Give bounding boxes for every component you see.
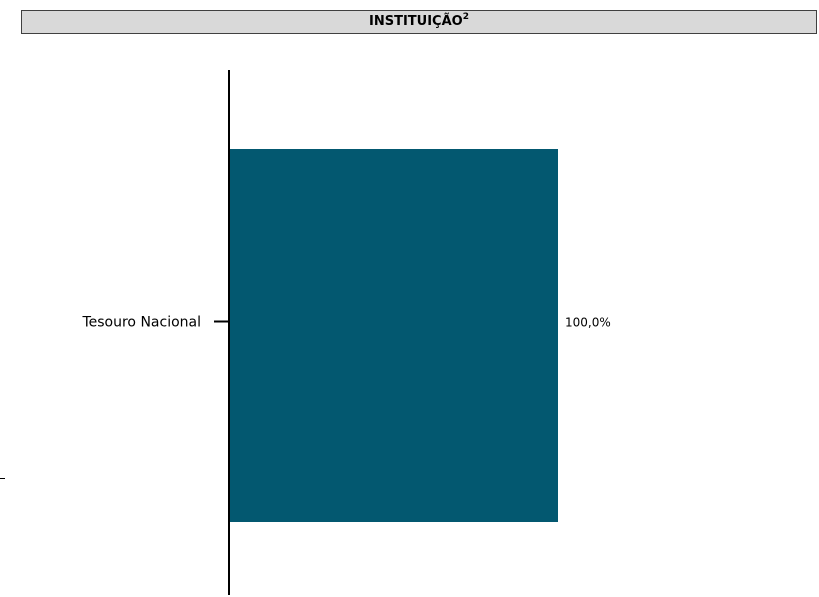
chart-title-footnote-marker: 2 xyxy=(462,11,469,22)
chart-title-text: INSTITUIÇÃO xyxy=(369,14,463,29)
chart-title: INSTITUIÇÃO2 xyxy=(21,10,817,34)
category-label-0: Tesouro Nacional xyxy=(81,315,201,331)
bar-0 xyxy=(229,149,558,522)
data-label-0: 100,0% xyxy=(565,316,611,330)
edge-tick-mark xyxy=(0,478,5,479)
